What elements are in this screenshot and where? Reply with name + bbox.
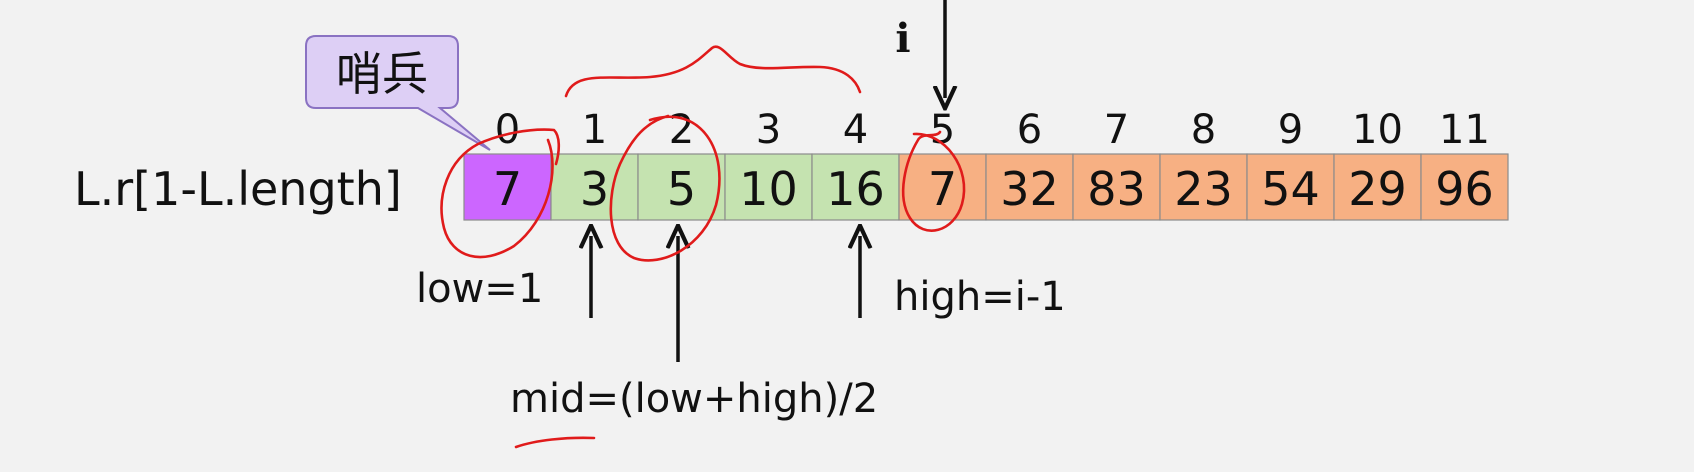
- array-cell-11: 96: [1420, 153, 1509, 221]
- index-label-9: 9: [1278, 107, 1303, 153]
- index-label-1: 1: [582, 107, 607, 153]
- array-cell-10: 29: [1333, 153, 1422, 221]
- array-cell-0: 7: [463, 153, 552, 221]
- index-label-8: 8: [1191, 107, 1216, 153]
- array-cell-7: 83: [1072, 153, 1161, 221]
- array-label: L.r[1-L.length]: [74, 162, 402, 216]
- array-cells: 7 3 5 10 16 7 32 83 23 54 29 96: [463, 153, 1509, 221]
- index-label-0: 0: [495, 107, 520, 153]
- array-cell-value: 23: [1174, 162, 1233, 216]
- array-cell-value: 54: [1261, 162, 1320, 216]
- array-cell-box: [724, 153, 813, 221]
- array-cell-box: [1333, 153, 1422, 221]
- brace-over-sorted-annotation: [564, 45, 862, 98]
- array-cell-value: 16: [826, 162, 885, 216]
- mid-underline-annotation: [514, 436, 596, 449]
- index-label-11: 11: [1439, 107, 1490, 153]
- array-cell-box: [1246, 153, 1335, 221]
- index-label-4: 4: [843, 107, 868, 153]
- sentinel-circle-annotation: [440, 128, 561, 259]
- array-cell-5: 7: [898, 153, 987, 221]
- mid-label: mid=(low+high)/2: [510, 376, 878, 422]
- index-row: 0 1 2 3 4 5 6 7 8 9 10 11: [495, 107, 1490, 153]
- array-cell-value: 10: [739, 162, 798, 216]
- array-cell-value: 83: [1087, 162, 1146, 216]
- array-cell-box: [1420, 153, 1509, 221]
- index-label-5: 5: [930, 107, 955, 153]
- index-label-2: 2: [669, 107, 694, 153]
- key-cell-circle-annotation: [901, 130, 966, 232]
- array-cell-1: 3: [550, 153, 639, 221]
- array-cell-value: 32: [1000, 162, 1059, 216]
- sentinel-callout: 哨兵: [305, 35, 491, 151]
- array-cell-6: 32: [985, 153, 1074, 221]
- array-cell-value: 7: [928, 162, 957, 216]
- array-cell-2: 5: [637, 153, 726, 221]
- index-label-10: 10: [1352, 107, 1403, 153]
- array-cell-value: 7: [493, 162, 522, 216]
- sentinel-callout-text: 哨兵: [336, 47, 428, 101]
- index-label-7: 7: [1104, 107, 1129, 153]
- array-cell-8: 23: [1159, 153, 1248, 221]
- pointer-i: i: [895, 0, 945, 98]
- low-label: low=1: [416, 266, 543, 312]
- index-label-6: 6: [1017, 107, 1042, 153]
- array-cell-box: [637, 153, 726, 221]
- array-cell-box: [463, 153, 552, 221]
- high-label: high=i-1: [894, 274, 1066, 320]
- array-cell-value: 3: [580, 162, 609, 216]
- index-label-3: 3: [756, 107, 781, 153]
- pointer-i-label: i: [895, 15, 910, 62]
- array-cell-3: 10: [724, 153, 813, 221]
- array-cell-value: 29: [1348, 162, 1407, 216]
- array-cell-box: [811, 153, 900, 221]
- handwritten-annotations: [440, 45, 966, 449]
- array-cell-9: 54: [1246, 153, 1335, 221]
- mid-cell-circle-annotation: [609, 114, 721, 262]
- array-cell-value: 5: [667, 162, 696, 216]
- array-cell-value: 96: [1435, 162, 1494, 216]
- array-cell-box: [1159, 153, 1248, 221]
- array-cell-4: 16: [811, 153, 900, 221]
- array-cell-box: [898, 153, 987, 221]
- array-cell-box: [1072, 153, 1161, 221]
